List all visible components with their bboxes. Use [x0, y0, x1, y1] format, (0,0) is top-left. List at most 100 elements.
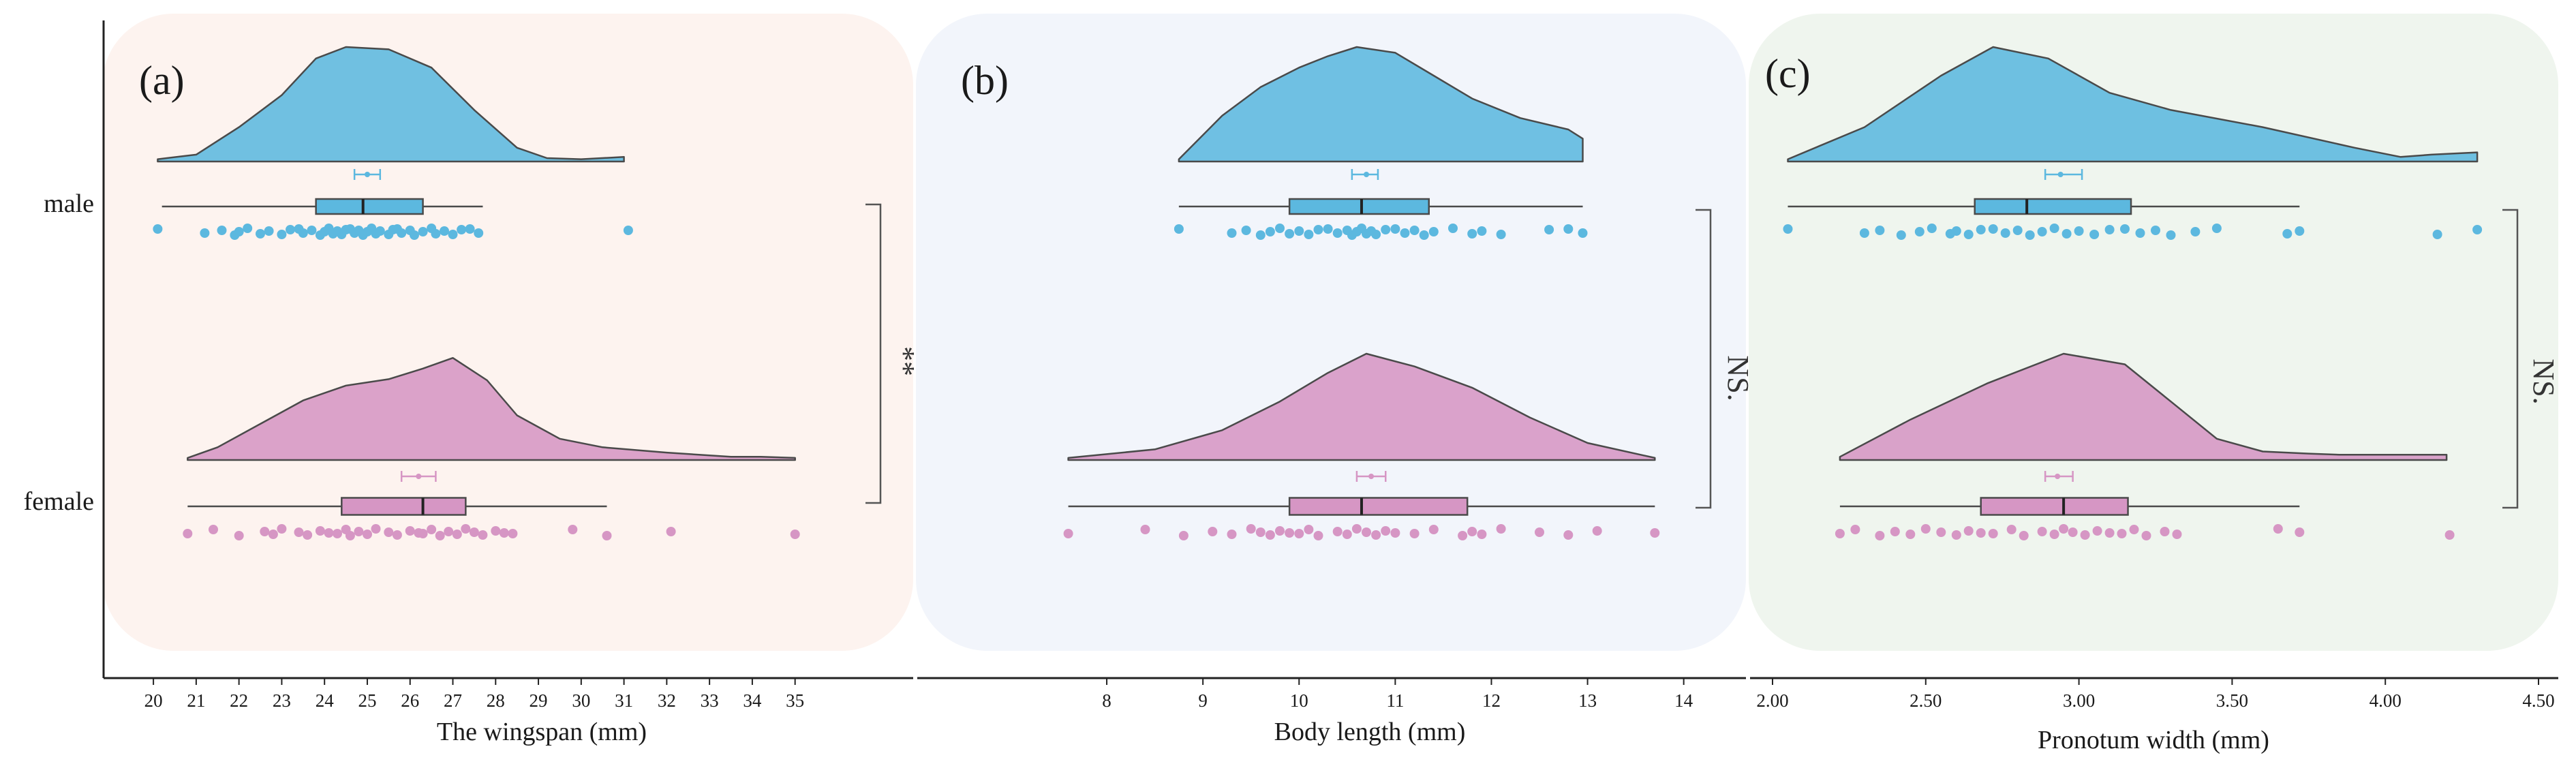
chart-marks — [153, 46, 2519, 540]
panel-b-male-data-point — [1400, 228, 1410, 238]
panel-a-male-data-point — [418, 227, 428, 236]
y-label-female: female — [24, 487, 94, 516]
panel-b-male-data-point — [1241, 226, 1251, 235]
panel-a-male-data-point — [397, 228, 407, 238]
panel-b-female-data-point — [1458, 531, 1468, 540]
panel-a-male-data-point — [234, 227, 244, 236]
panel-c-background — [1749, 14, 2558, 651]
panel-b-female-data-point — [1477, 530, 1487, 539]
panel-c-female-data-point — [2006, 525, 2017, 534]
panel-a-male-data-point — [264, 226, 274, 236]
panel-b-male-data-point — [1371, 230, 1381, 239]
panel-c-male-data-point — [2012, 226, 2023, 235]
panel-b-female-data-point — [1351, 524, 1362, 534]
panel-a-female-mean-point — [416, 474, 422, 479]
panel-b-female-data-point — [1371, 530, 1381, 540]
panel-a-female-data-point — [277, 524, 287, 534]
panel-c-male-data-point — [2190, 227, 2201, 236]
panel-c-female-data-point — [2172, 530, 2182, 539]
panel-a-x-tick-label: 24 — [316, 690, 335, 711]
panel-b-x-tick-label: 12 — [1482, 690, 1501, 711]
panel-c-male-data-point — [2074, 226, 2084, 236]
panel-b-male-data-point — [1313, 225, 1323, 234]
panel-b-x-tick-label: 8 — [1102, 690, 1111, 711]
panel-b-male-data-point — [1174, 224, 1184, 234]
panel-c-male-data-point — [2135, 228, 2145, 238]
panel-c-female-data-point — [2068, 527, 2078, 537]
panel-c-female-data-point — [1936, 527, 1946, 537]
y-label-male: male — [44, 189, 94, 218]
panel-c-male-data-point — [2282, 229, 2293, 239]
panel-c-female-data-point — [1905, 530, 1916, 539]
panel-c-female-data-point — [2295, 527, 2305, 537]
panel-b-male-data-point — [1428, 227, 1439, 236]
panel-b-male-data-point — [1381, 225, 1391, 234]
panel-a-x-tick-label: 34 — [743, 690, 762, 711]
panel-c-male-data-point — [1914, 227, 1925, 236]
panel-b-male-data-point — [1496, 230, 1506, 239]
panel-a-female-data-point — [234, 531, 244, 540]
panel-a-male-data-point — [298, 228, 308, 238]
panel-a-male-data-point — [448, 230, 458, 239]
panel-a-x-tick-label: 32 — [658, 690, 676, 711]
panel-a-x-tick-label: 29 — [530, 690, 548, 711]
panel-a-x-tick-label: 25 — [358, 690, 376, 711]
panel-c-male-data-point — [1963, 230, 1974, 239]
panel-c-female-data-point — [2049, 530, 2059, 539]
panel-a-background — [102, 14, 913, 651]
panel-c-male-data-point — [1988, 224, 1998, 234]
panel-b-x-tick-label: 11 — [1386, 690, 1404, 711]
panel-c-female-data-point — [2092, 526, 2102, 536]
panel-a-female-data-point — [568, 525, 578, 534]
panel-b-female-data-point — [1428, 525, 1439, 534]
panel-c-female-data-point — [1835, 529, 1845, 538]
axes: 20 21 22 23 24 25 26 27 28 29 30 31 32 33 34 35 8 9 10 11 12… — [102, 20, 2558, 711]
panel-b-female-data-point — [1246, 524, 1256, 534]
panel-b-female-data-point — [1294, 529, 1304, 538]
panel-b-female-data-point — [1563, 530, 1574, 540]
panel-b-male-data-point — [1467, 229, 1477, 239]
panel-a-female-data-point — [499, 528, 509, 538]
panel-b-female-data-point — [1496, 524, 1506, 534]
panel-b-female-data-point — [1140, 525, 1150, 534]
panel-a-female-density — [187, 356, 796, 461]
panel-b-female-box — [1288, 497, 1469, 516]
panel-a-female-data-point — [452, 530, 462, 539]
panel-c-female-data-point — [1920, 524, 1931, 534]
panel-b-female-data-point — [1313, 531, 1323, 540]
panel-b-female-density — [1067, 352, 1656, 461]
panel-c-male-data-point — [1976, 225, 1986, 234]
panel-c-female-data-point — [2080, 530, 2090, 540]
panel-c-male-data-point — [2151, 226, 2160, 235]
panel-a-male-data-point — [375, 226, 385, 236]
panel-b-female-data-point — [1178, 531, 1189, 540]
panel-b-male-data-point — [1285, 229, 1295, 239]
panel-a-female-data-point — [666, 527, 676, 536]
panel-b-female-data-point — [1592, 526, 1602, 536]
panel-a-male-data-point — [286, 225, 295, 234]
panel-b-female-mean-point — [1368, 474, 1375, 479]
panel-a-x-tick-label: 33 — [701, 690, 719, 711]
panel-b-male-data-point — [1544, 225, 1554, 234]
panel-a-female-data-point — [371, 524, 381, 534]
panel-b-female-data-point — [1535, 527, 1544, 537]
panel-a-female-data-point — [315, 526, 325, 536]
panel-c-male-box — [1974, 198, 2132, 215]
panel-a-male-data-point — [457, 225, 467, 234]
panel-c-male-data-point — [2211, 224, 2222, 233]
panel-a-female-box — [341, 497, 467, 516]
panel-b-female-data-point — [1063, 529, 1073, 538]
panel-a-female-data-point — [461, 524, 471, 534]
panel-c-male-data-point — [1951, 226, 1961, 236]
panel-a-male-data-point — [465, 224, 475, 234]
panel-b-male-data-point — [1448, 224, 1458, 233]
panel-b-letter: (b) — [961, 58, 1009, 103]
panel-a-x-tick-label: 35 — [786, 690, 804, 711]
panel-c-female-data-point — [1850, 525, 1860, 534]
panel-c-female-data-point — [2273, 524, 2283, 534]
panel-b-female-data-point — [1467, 527, 1477, 536]
panel-b-male-data-point — [1275, 224, 1285, 233]
panel-a-female-data-point — [354, 527, 364, 536]
panel-c-male-data-point — [2295, 226, 2305, 236]
panel-b-female-data-point — [1381, 526, 1391, 536]
